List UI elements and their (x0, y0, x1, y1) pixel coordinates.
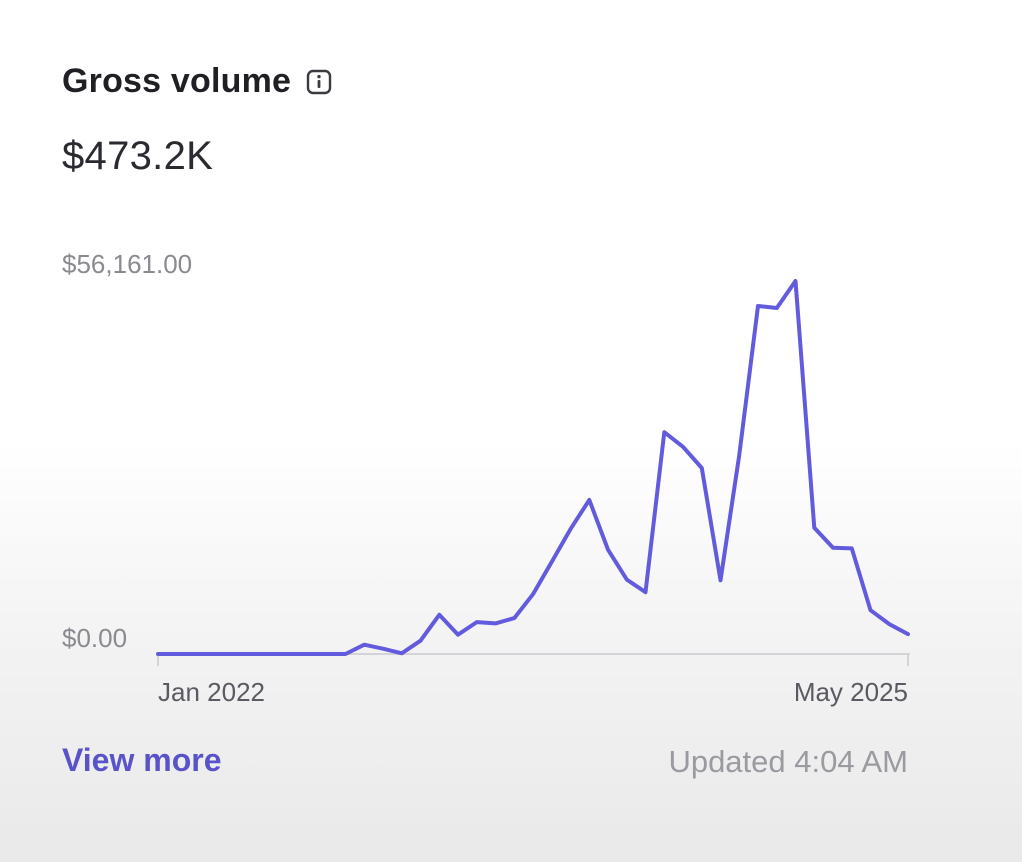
series-group (152, 275, 914, 660)
card-title: Gross volume (62, 62, 292, 100)
data-point-2023-07[interactable] (490, 617, 502, 629)
y-tick-label-max: $56,161.00 (62, 249, 192, 279)
x-tick-label-start: Jan 2022 (158, 677, 265, 707)
data-point-2022-07[interactable] (265, 648, 277, 660)
data-point-2022-06[interactable] (246, 648, 258, 660)
data-point-2023-08[interactable] (508, 612, 520, 624)
data-point-2024-01[interactable] (602, 544, 614, 556)
data-point-2024-10[interactable] (771, 302, 783, 314)
data-point-2024-06[interactable] (696, 462, 708, 474)
data-point-2024-12[interactable] (808, 522, 820, 534)
data-point-2023-01[interactable] (377, 643, 389, 655)
data-point-2024-05[interactable] (677, 441, 689, 453)
data-point-2024-04[interactable] (658, 426, 670, 438)
data-point-2024-07[interactable] (715, 574, 727, 586)
data-point-2022-12[interactable] (358, 639, 370, 651)
data-point-2022-01[interactable] (152, 648, 164, 660)
data-point-2023-12[interactable] (583, 494, 595, 506)
x-tick-label-end: May 2025 (794, 677, 908, 707)
data-point-2023-03[interactable] (415, 635, 427, 647)
data-point-2022-05[interactable] (227, 648, 239, 660)
updated-timestamp: Updated 4:04 AM (668, 744, 908, 779)
title-row: Gross volume (62, 62, 333, 101)
y-tick-label-min: $0.00 (62, 623, 127, 653)
data-point-2025-05[interactable] (902, 628, 914, 640)
data-point-2022-02[interactable] (171, 648, 183, 660)
data-point-2023-10[interactable] (546, 556, 558, 568)
data-point-2022-03[interactable] (190, 648, 202, 660)
data-point-2023-02[interactable] (396, 647, 408, 659)
data-point-2024-08[interactable] (733, 449, 745, 461)
data-point-2024-11[interactable] (790, 275, 802, 287)
data-point-2022-09[interactable] (302, 648, 314, 660)
view-more-link[interactable]: View more (62, 742, 222, 778)
series-line-0 (156, 279, 910, 656)
data-point-2022-08[interactable] (283, 648, 295, 660)
data-point-2025-02[interactable] (846, 542, 858, 554)
data-point-2022-10[interactable] (321, 648, 333, 660)
data-point-2024-03[interactable] (640, 586, 652, 598)
info-icon[interactable] (305, 68, 333, 96)
data-point-2024-02[interactable] (621, 574, 633, 586)
data-point-2025-03[interactable] (865, 604, 877, 616)
data-point-2023-04[interactable] (433, 609, 445, 621)
data-point-2022-11[interactable] (340, 648, 352, 660)
data-point-2025-04[interactable] (883, 618, 895, 630)
data-point-2023-11[interactable] (565, 523, 577, 535)
data-point-2023-06[interactable] (471, 616, 483, 628)
data-point-2022-04[interactable] (208, 648, 220, 660)
data-point-2024-09[interactable] (752, 300, 764, 312)
data-point-2023-09[interactable] (527, 588, 539, 600)
gross-volume-amount: $473.2K (62, 134, 214, 178)
data-point-2023-05[interactable] (452, 629, 464, 641)
data-point-2025-01[interactable] (827, 542, 839, 554)
